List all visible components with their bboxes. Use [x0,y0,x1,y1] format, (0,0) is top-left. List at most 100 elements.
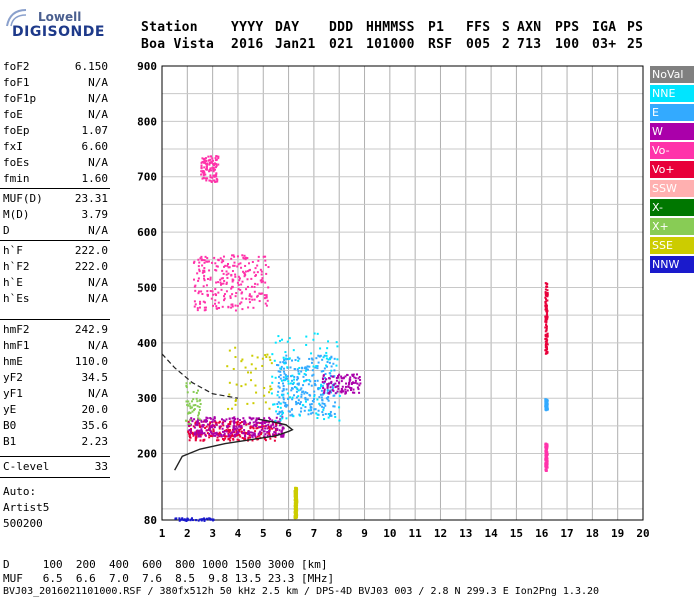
echo-point [239,288,242,291]
extrapolated-curve [161,353,239,399]
echo-point [314,379,317,382]
echo-point [198,518,201,521]
echo-point [209,518,212,521]
echo-point [236,417,239,420]
echo-point [226,365,229,368]
echo-point [277,420,280,423]
x-tick-label: 14 [484,527,498,540]
echo-point [278,375,281,378]
legend-item-nnw: NNW [650,256,694,273]
echo-point [311,374,314,377]
echo-point [545,450,548,453]
echo-point [207,260,210,263]
echo-point [328,392,331,395]
echo-point [249,436,252,439]
echo-point [351,374,354,377]
echo-point [227,433,230,436]
echo-point [279,406,282,409]
echo-point [234,273,237,276]
echo-point [545,469,548,472]
echo-point [264,354,267,357]
echo-point [240,360,243,363]
echo-point [307,413,310,416]
echo-point [263,437,266,440]
echo-point [255,417,258,420]
echo-point [319,387,322,390]
x-tick-label: 16 [535,527,549,540]
echo-point [544,282,547,285]
echo-point [356,373,359,376]
param-row: h`Es N/A [3,291,108,307]
echo-point [251,354,254,357]
echo-point [189,430,192,433]
echo-point [217,301,220,304]
echo-point [240,266,243,269]
echo-point [341,389,344,392]
param-name: fmin [3,172,30,185]
echo-point [269,418,272,421]
echo-point [324,404,327,407]
echo-point [336,345,339,348]
echo-point [277,401,280,404]
echo-point [215,175,218,178]
echo-point [328,372,331,375]
y-tick-label: 400 [137,337,157,350]
echo-point [264,433,267,436]
echo-point [186,391,189,394]
echo-point [215,421,218,424]
header-label-iga: IGA [592,20,617,35]
echo-point [253,285,256,288]
echo-point [272,423,275,426]
echo-point [354,377,357,380]
echo-point [285,404,288,407]
echo-point [204,426,207,429]
echo-point [545,307,548,310]
echo-point [277,370,280,373]
echo-point [319,347,322,350]
echo-point [192,398,195,401]
echo-point [327,340,330,343]
echo-point [216,439,219,442]
logo-digisonde: DIGISONDE [12,24,105,40]
echo-point [250,379,253,382]
echo-point [206,417,209,420]
echo-point [230,257,233,260]
echo-point [285,417,288,420]
echo-point [203,419,206,422]
echo-point [187,412,190,415]
echo-point [194,404,197,407]
echo-point [260,428,263,431]
echo-point [197,389,200,392]
echo-point [213,256,216,259]
echo-point [285,354,288,357]
echo-point [256,427,259,430]
echo-point [213,426,216,429]
echo-point [264,281,267,284]
echo-point [229,429,232,432]
echo-point [194,422,197,425]
echo-point [242,417,245,420]
echo-point [285,375,288,378]
echo-point [311,369,314,372]
echo-point [203,161,206,164]
echo-point [239,422,242,425]
param-name: h`F2 [3,260,30,273]
echo-point [295,495,298,498]
echo-point [233,428,236,431]
echo-point [296,378,299,381]
echo-point [231,254,234,257]
echo-point [190,419,193,422]
echo-point [238,279,241,282]
echo-point [252,427,255,430]
echo-point [327,358,330,361]
echo-point [263,386,266,389]
param-value: 222.0 [74,244,108,257]
echo-point [244,366,247,369]
echo-point [215,307,218,310]
echo-point [216,180,219,183]
param-name: hmE [3,355,23,368]
echo-point [188,424,191,427]
auto-code: 500200 [3,517,43,530]
echo-point [189,431,192,434]
echo-point [303,372,306,375]
